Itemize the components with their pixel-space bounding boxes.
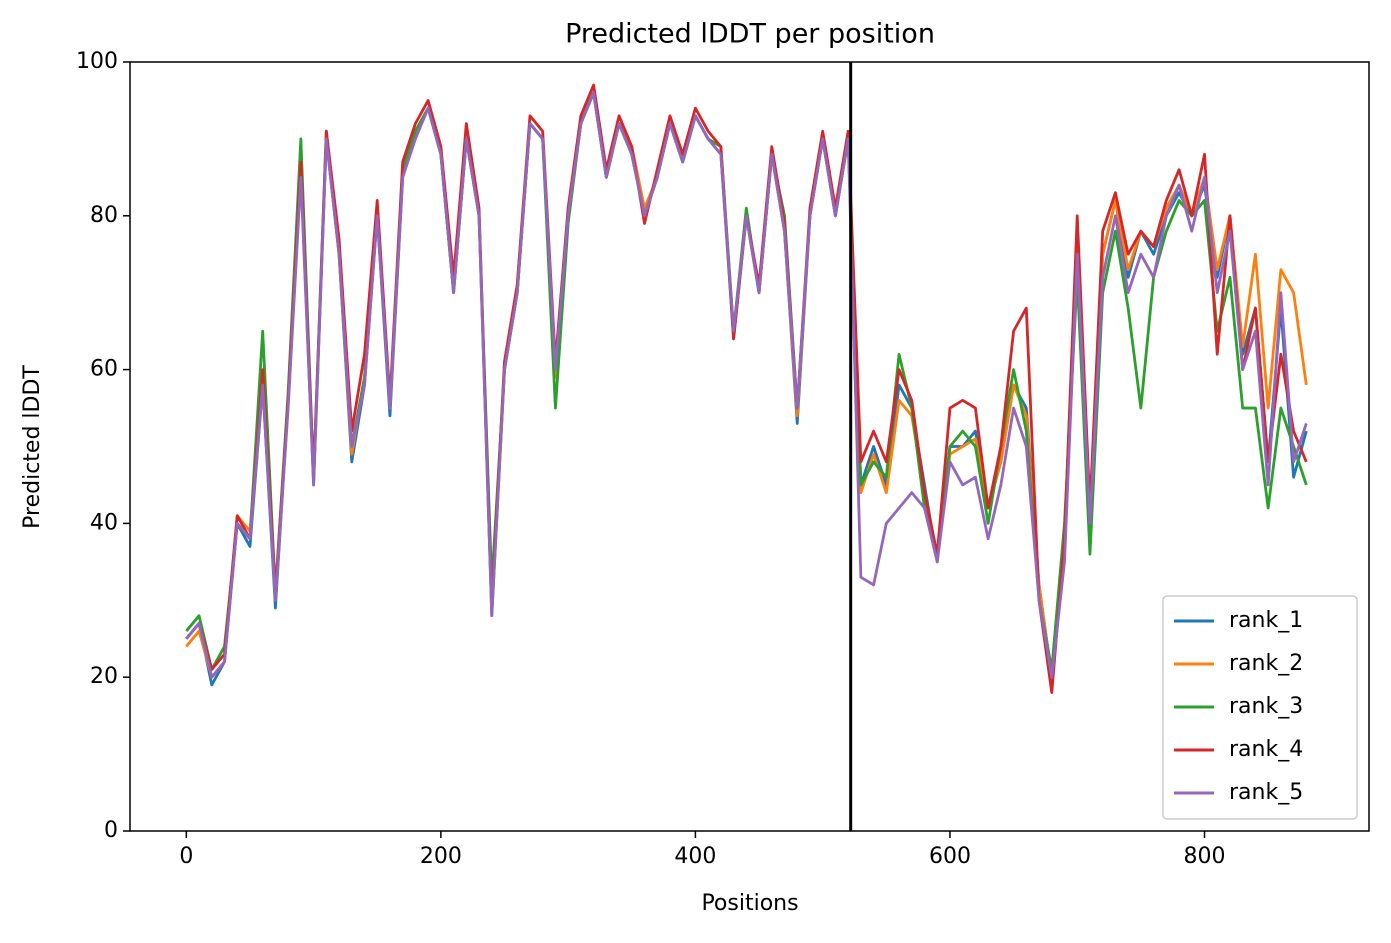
y-tick-label: 20	[90, 664, 118, 689]
y-tick-label: 80	[90, 203, 118, 228]
x-tick-label: 0	[179, 844, 193, 869]
y-tick-label: 40	[90, 510, 118, 535]
chart-title: Predicted lDDT per position	[565, 19, 935, 50]
x-axis-label: Positions	[701, 891, 798, 916]
y-axis-label: Predicted lDDT	[20, 365, 45, 529]
y-tick-label: 0	[104, 818, 118, 843]
legend-label: rank_4	[1229, 737, 1303, 762]
legend-label: rank_3	[1229, 694, 1303, 719]
x-tick-label: 800	[1184, 844, 1226, 869]
legend-label: rank_2	[1229, 651, 1303, 676]
x-tick-label: 200	[420, 844, 462, 869]
legend-label: rank_5	[1229, 780, 1303, 805]
legend-box	[1162, 595, 1358, 820]
x-tick-label: 400	[674, 844, 716, 869]
legend-label: rank_1	[1229, 608, 1303, 633]
y-tick-label: 100	[76, 49, 118, 74]
axes-frame	[129, 61, 1370, 832]
series-line	[185, 91, 1308, 679]
x-tick-label: 600	[929, 844, 971, 869]
y-tick-label: 60	[90, 357, 118, 382]
